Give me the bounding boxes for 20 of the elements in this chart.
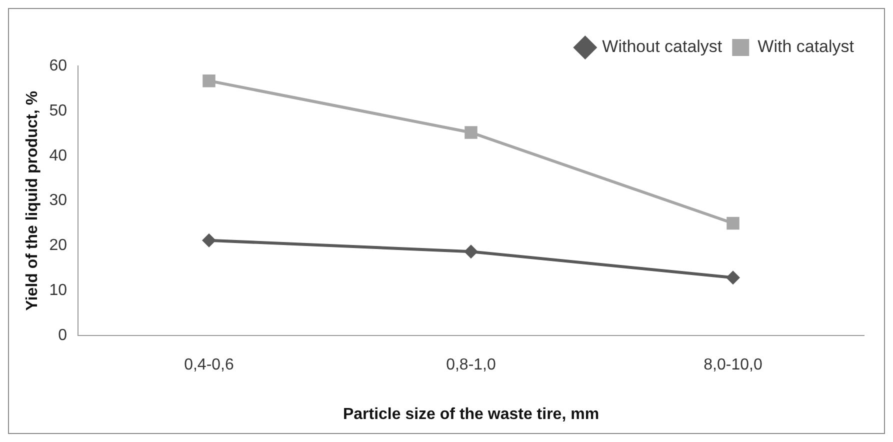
point [202,74,216,88]
y-tick-label: 30 [49,192,68,210]
y-tick-label: 40 [49,147,68,164]
y-tick-label: 20 [49,237,68,254]
point [726,270,740,285]
point [726,216,740,230]
y-tick-label: 60 [49,57,68,74]
point [464,126,478,139]
x-tick-label: 8,0-10,0 [704,356,762,374]
x-axis-title: Particle size of the waste tire, mm [342,406,600,423]
x-tick-label: 0,4-0,6 [184,356,234,374]
y-tick-label: 10 [49,282,68,300]
y-axis-title: Yield of the liquid product, % [24,90,42,311]
y-tick-label: 50 [49,102,68,120]
y-tick-label: 0 [58,327,68,344]
point [464,244,478,259]
point [202,233,216,248]
legend-label: With catalyst [758,37,854,56]
legend-label: Without catalyst [602,37,722,56]
x-tick-label: 0,8-1,0 [446,356,496,374]
